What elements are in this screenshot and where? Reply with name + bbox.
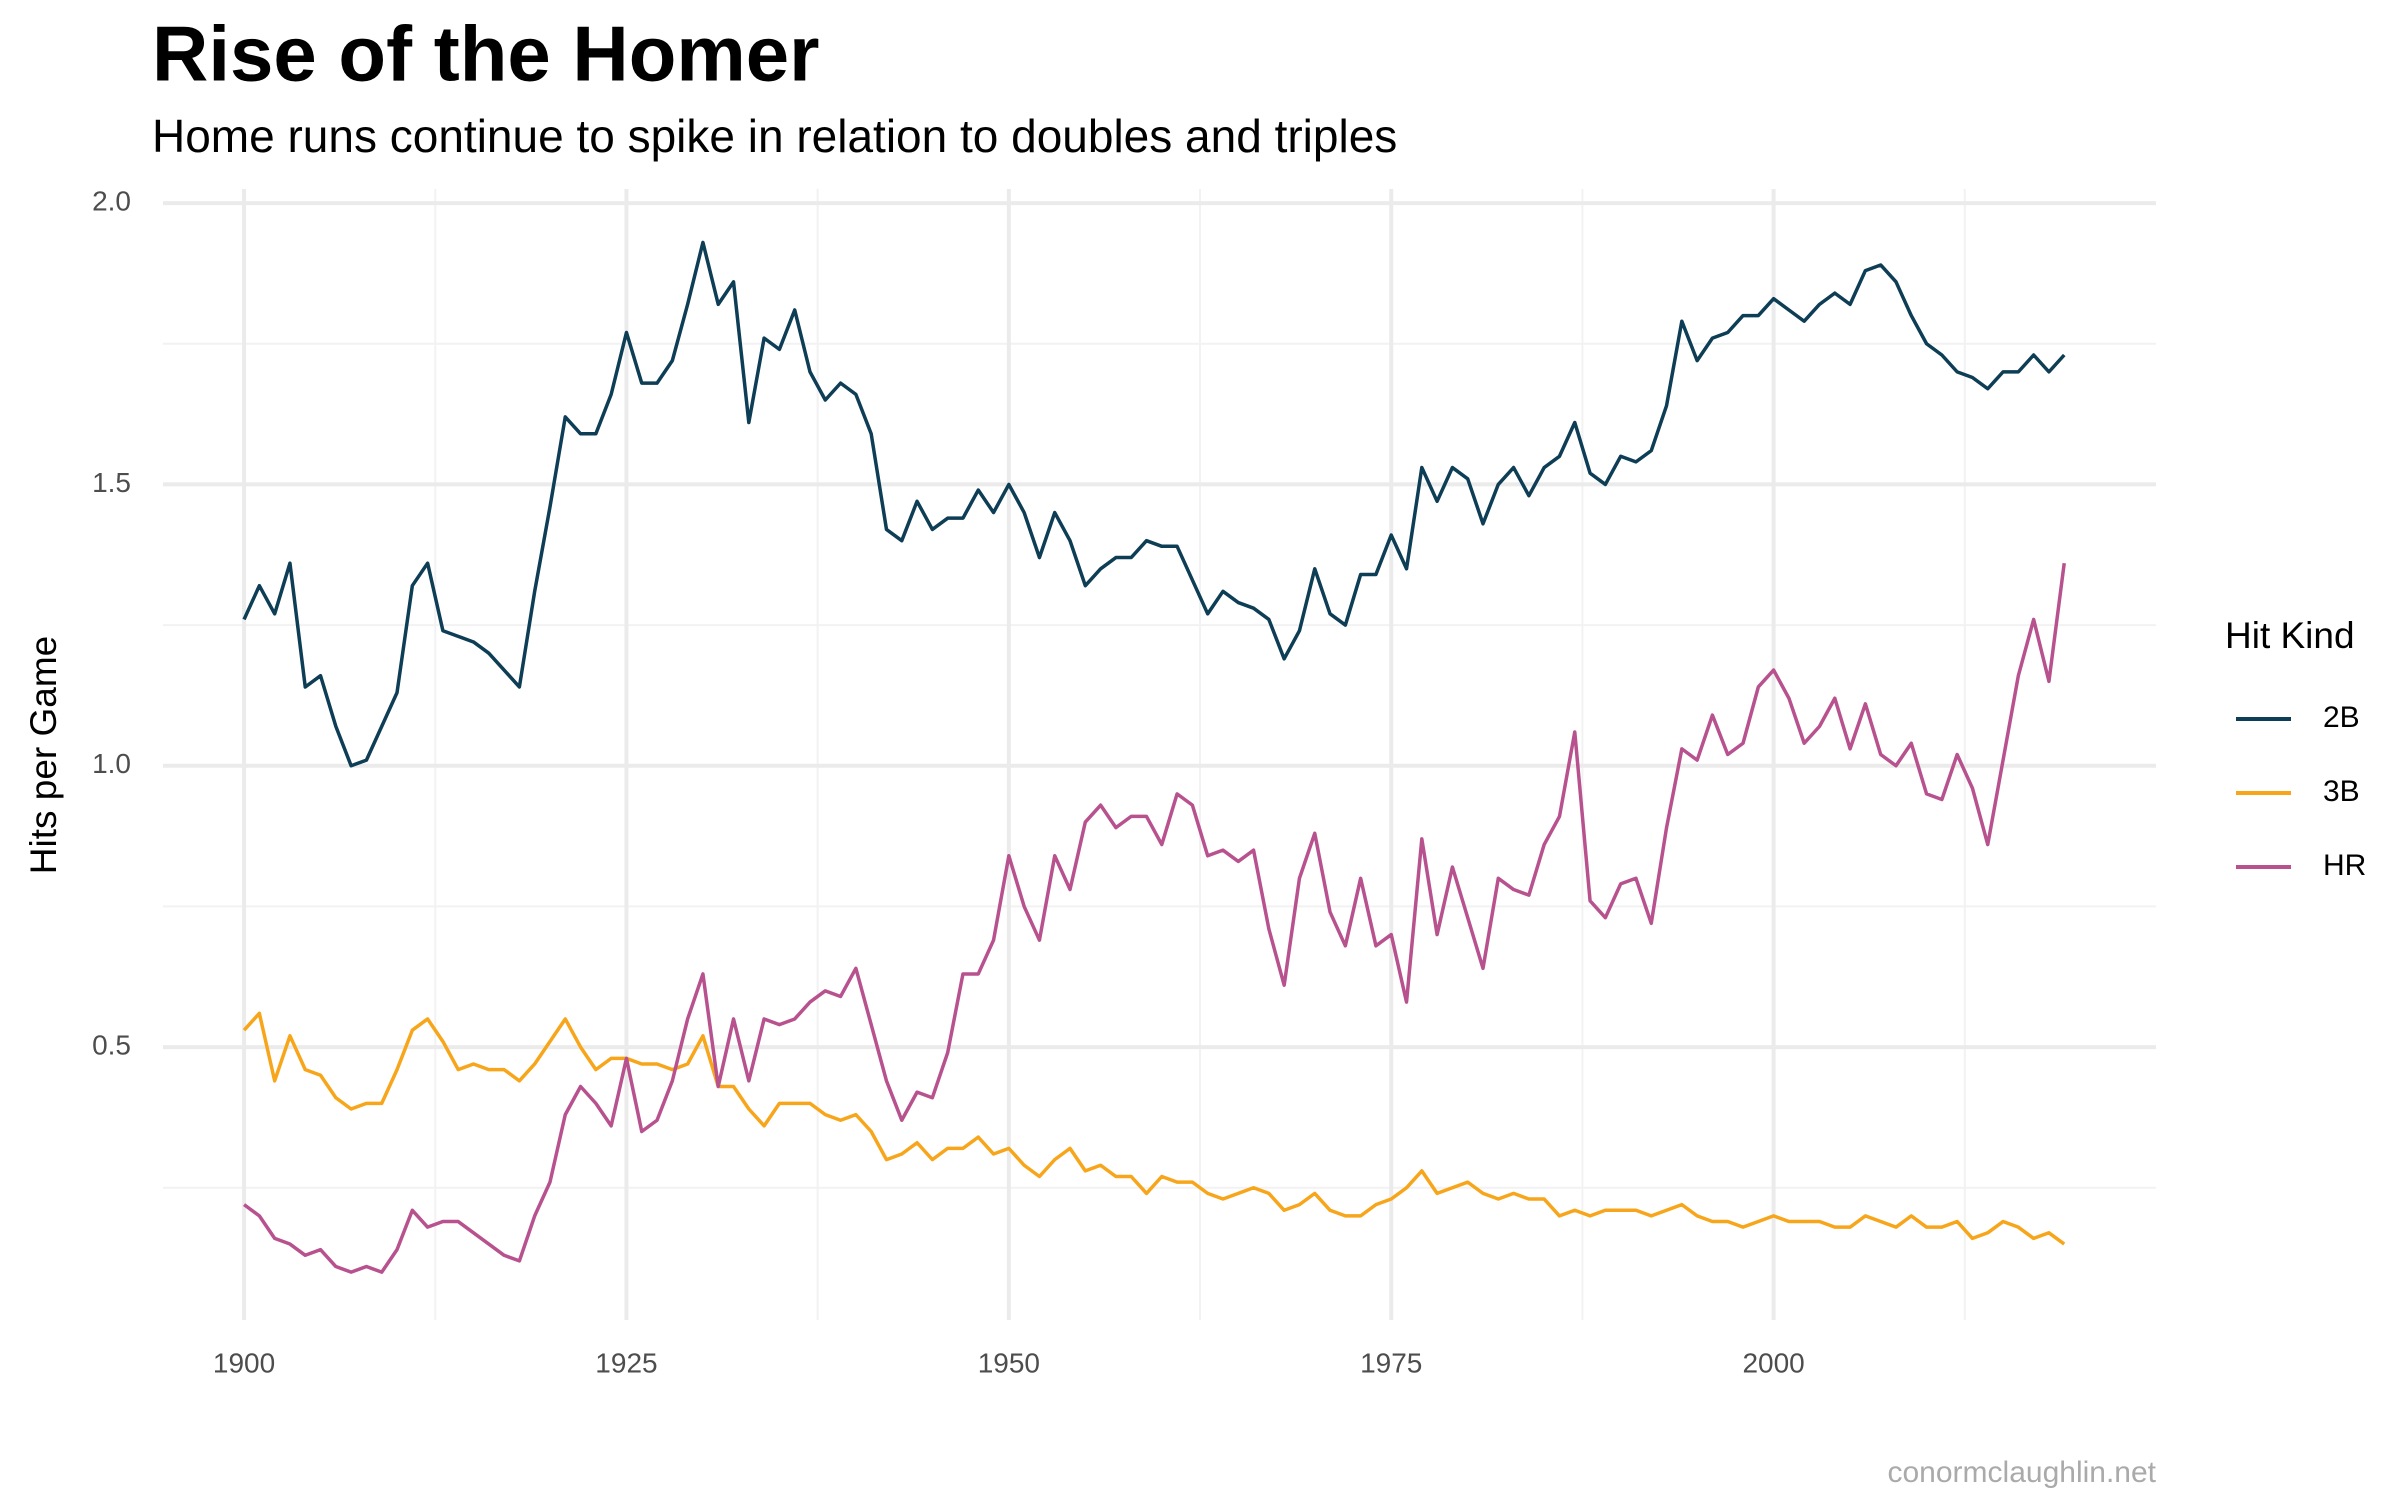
x-tick-label: 1975 — [1360, 1347, 1422, 1378]
chart-title: Rise of the Homer — [152, 10, 819, 98]
chart-subtitle: Home runs continue to spike in relation … — [152, 110, 1397, 162]
y-tick-label: 1.5 — [92, 467, 131, 498]
x-tick-label: 1950 — [978, 1347, 1040, 1378]
x-tick-label: 1900 — [213, 1347, 275, 1378]
legend-label: HR — [2323, 849, 2366, 882]
x-tick-label: 2000 — [1742, 1347, 1804, 1378]
x-tick-label: 1925 — [595, 1347, 657, 1378]
y-tick-label: 1.0 — [92, 748, 131, 779]
legend-title: Hit Kind — [2225, 615, 2355, 656]
y-tick-label: 0.5 — [92, 1029, 131, 1060]
line-series — [242, 240, 2066, 768]
y-axis-title: Hits per Game — [23, 636, 64, 875]
line-series — [242, 1011, 2066, 1246]
legend-label: 3B — [2323, 775, 2360, 808]
y-tick-label: 2.0 — [92, 185, 131, 216]
line-series — [243, 562, 2066, 1274]
legend-label: 2B — [2323, 701, 2360, 734]
caption: conormclaughlin.net — [1888, 1456, 2157, 1489]
